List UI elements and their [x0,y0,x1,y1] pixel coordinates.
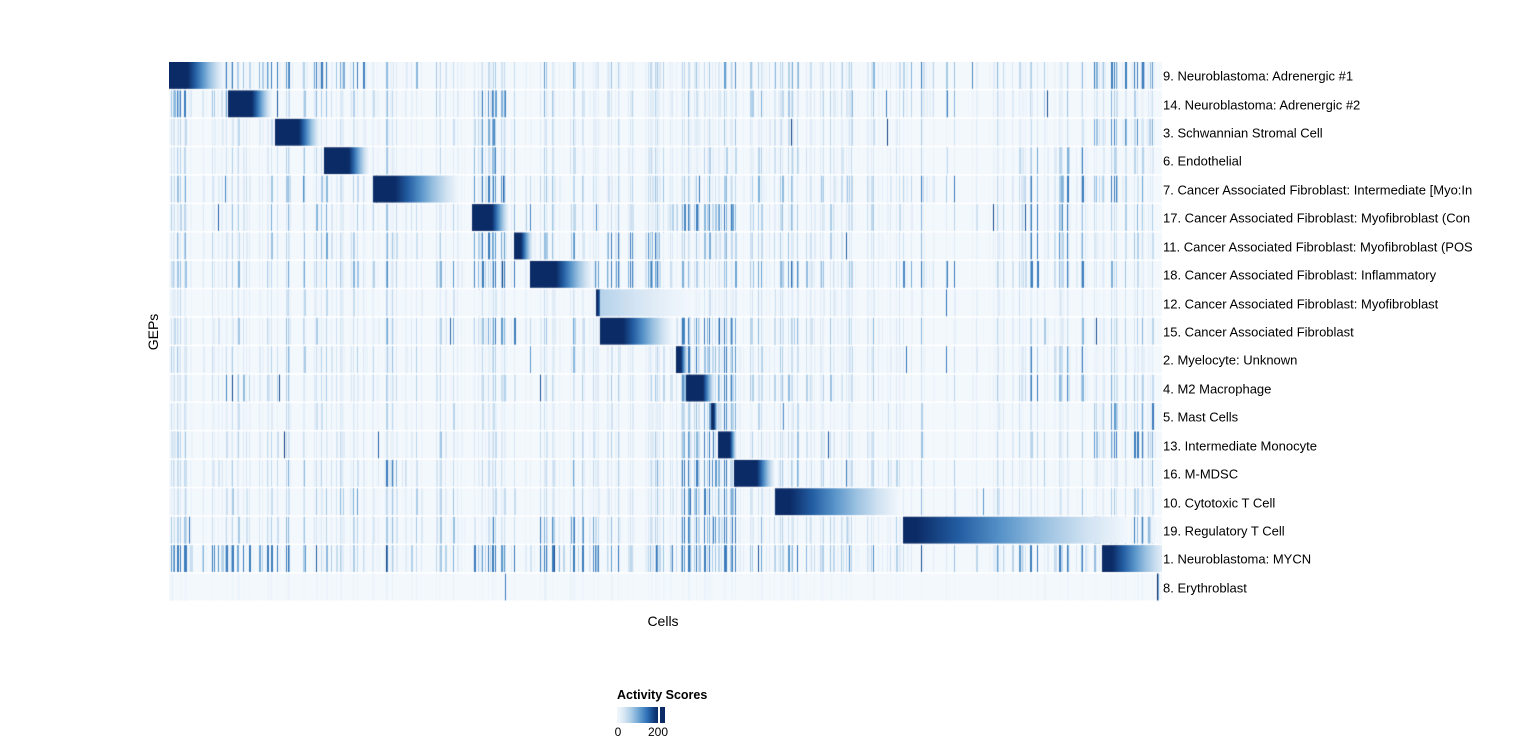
row-label: 17. Cancer Associated Fibroblast: Myofib… [1163,210,1471,226]
x-axis-label: Cells [647,613,679,629]
legend: Activity Scores 0 200 [614,688,708,739]
row-label: 3. Schwannian Stromal Cell [1163,125,1323,141]
row-label: 18. Cancer Associated Fibroblast: Inflam… [1163,267,1437,283]
row-label: 4. M2 Macrophage [1163,381,1272,397]
row-label: 5. Mast Cells [1163,409,1239,425]
row-label-axis: 9. Neuroblastoma: Adrenergic #1 14. Neuro… [1163,62,1540,603]
row-label: 10. Cytotoxic T Cell [1163,495,1276,511]
legend-tick-label-min: 0 [614,725,622,739]
legend-title: Activity Scores [617,688,708,702]
row-label: 13. Intermediate Monocyte [1163,438,1317,454]
row-label: 1. Neuroblastoma: MYCN [1163,551,1312,567]
row-label: 6. Endothelial [1163,153,1242,169]
row-label: 14. Neuroblastoma: Adrenergic #2 [1163,97,1361,113]
heatmap-plot [169,62,1162,603]
row-label: 19. Regulatory T Cell [1163,523,1285,539]
row-label: 15. Cancer Associated Fibroblast [1163,324,1354,340]
row-label: 2. Myelocyte: Unknown [1163,352,1298,368]
row-label: 12. Cancer Associated Fibroblast: Myofib… [1163,296,1439,312]
legend-tick-label-max: 200 [647,725,669,739]
row-label: 8. Erythroblast [1163,580,1247,596]
row-label: 16. M-MDSC [1163,466,1239,482]
row-label: 11. Cancer Associated Fibroblast: Myofib… [1163,239,1473,255]
legend-colorbar [617,707,665,723]
row-label: 7. Cancer Associated Fibroblast: Interme… [1163,182,1473,198]
legend-tick-mark [658,707,660,723]
y-axis-label: GEPs [145,313,161,351]
row-label: 9. Neuroblastoma: Adrenergic #1 [1163,68,1354,84]
legend-tick-labels: 0 200 [614,725,677,739]
